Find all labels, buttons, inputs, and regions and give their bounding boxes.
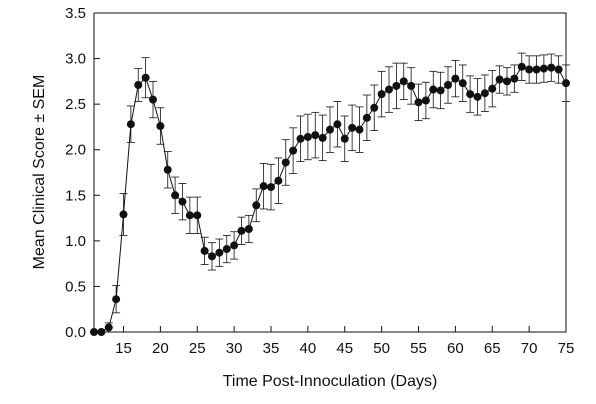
- data-point: [126, 120, 135, 129]
- x-axis-title: Time Post-Innoculation (Days): [223, 373, 438, 390]
- data-point: [215, 248, 224, 257]
- data-point: [480, 89, 489, 98]
- y-tick-label: 3.5: [65, 5, 86, 22]
- x-tick-label: 60: [447, 340, 464, 357]
- data-point: [348, 123, 357, 132]
- data-point: [134, 81, 143, 90]
- data-point: [303, 132, 312, 141]
- data-point: [326, 125, 334, 134]
- data-point: [222, 245, 231, 254]
- data-point: [488, 84, 497, 93]
- data-point: [97, 328, 106, 336]
- x-tick-label: 75: [558, 340, 575, 357]
- x-tick-label: 25: [189, 340, 206, 357]
- data-point: [355, 125, 364, 134]
- data-point: [141, 73, 150, 82]
- data-point: [466, 90, 475, 99]
- y-tick-label: 1.0: [65, 233, 86, 250]
- y-tick-label: 0.5: [65, 278, 86, 295]
- data-point: [503, 77, 511, 86]
- data-point: [436, 86, 445, 95]
- data-point: [193, 211, 202, 220]
- data-point: [274, 176, 283, 185]
- y-axis: 0.0 0.5 1.0 1.5 2.0 2.5 3.0 3.5: [65, 5, 100, 341]
- x-axis: 15 20 25 30 35 40 45 50 55 60 65 70 75: [115, 326, 574, 357]
- data-point: [296, 134, 305, 143]
- data-point: [281, 158, 290, 167]
- x-tick-label: 35: [263, 340, 280, 357]
- data-point: [547, 63, 556, 72]
- data-point: [444, 81, 452, 90]
- data-points: [90, 62, 570, 336]
- x-tick-label: 20: [152, 340, 169, 357]
- data-point: [104, 323, 113, 332]
- data-point: [119, 210, 128, 219]
- data-point: [451, 74, 460, 83]
- data-point: [532, 65, 541, 74]
- data-point: [370, 103, 379, 112]
- data-point: [259, 182, 268, 191]
- data-point: [311, 131, 320, 140]
- x-tick-label: 45: [336, 340, 353, 357]
- data-point: [458, 79, 467, 88]
- y-axis-title: Mean Clinical Score ± SEM: [31, 75, 48, 270]
- data-point: [362, 113, 371, 122]
- data-point: [163, 165, 172, 174]
- x-tick-label: 15: [115, 340, 132, 357]
- data-point: [510, 74, 519, 83]
- data-point: [252, 201, 261, 210]
- data-point: [407, 81, 416, 90]
- y-tick-label: 2.5: [65, 96, 86, 113]
- data-point: [208, 252, 216, 261]
- data-point: [414, 98, 423, 107]
- data-point: [517, 62, 526, 71]
- data-point: [495, 75, 504, 84]
- data-point: [539, 64, 548, 73]
- data-point: [156, 122, 165, 131]
- data-point: [185, 211, 194, 220]
- data-point: [90, 328, 98, 336]
- data-point: [562, 79, 570, 88]
- data-point: [399, 77, 408, 86]
- data-point: [392, 81, 401, 90]
- x-tick-label: 30: [226, 340, 243, 357]
- y-tick-label: 1.5: [65, 187, 86, 204]
- x-tick-label: 40: [300, 340, 317, 357]
- y-tick-label: 2.0: [65, 142, 86, 159]
- data-point: [340, 134, 349, 143]
- y-tick-label: 0.0: [65, 324, 86, 341]
- x-tick-label: 55: [410, 340, 427, 357]
- data-point: [318, 133, 327, 142]
- data-point: [429, 85, 438, 94]
- plot-frame: [93, 12, 567, 333]
- data-point: [230, 241, 239, 250]
- data-point: [171, 191, 180, 200]
- data-point: [377, 90, 386, 99]
- data-point: [289, 146, 298, 155]
- data-point: [237, 226, 246, 235]
- x-tick-label: 65: [484, 340, 501, 357]
- x-tick-label: 70: [521, 340, 538, 357]
- data-point: [244, 225, 253, 234]
- data-point: [333, 120, 342, 129]
- data-point: [149, 95, 157, 104]
- data-point: [385, 85, 393, 94]
- data-point: [473, 92, 482, 101]
- data-point: [267, 183, 275, 192]
- x-tick-label: 50: [373, 340, 390, 357]
- data-point: [554, 65, 563, 74]
- data-point: [112, 295, 121, 304]
- data-point: [178, 197, 187, 206]
- data-point: [200, 246, 209, 255]
- data-point: [421, 96, 430, 105]
- y-tick-label: 3.0: [65, 51, 86, 68]
- data-point: [525, 65, 534, 74]
